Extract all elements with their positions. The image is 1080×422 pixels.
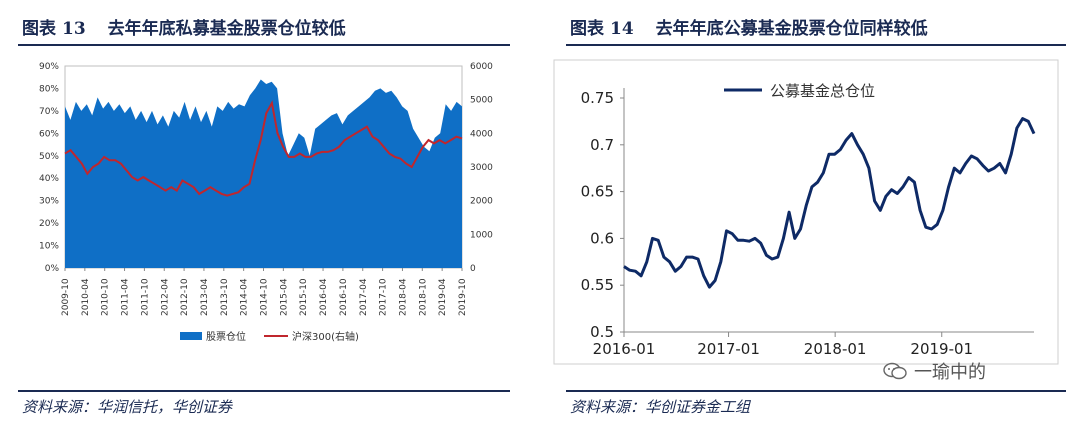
y-tick-left-label: 90% [39, 62, 59, 72]
y-tick-left-label: 30% [39, 197, 59, 207]
x-tick-label: 2019-10 [458, 278, 468, 316]
y-tick-label: 0.75 [581, 89, 614, 107]
x-tick-label: 2009-10 [61, 278, 71, 316]
legend-label-stock-position: 股票仓位 [206, 330, 246, 343]
y-tick-label: 0.65 [581, 183, 614, 201]
y-tick-left-label: 70% [39, 107, 59, 117]
x-tick-label: 2019-01 [910, 340, 973, 358]
y-tick-right-label: 5000 [470, 96, 493, 106]
y-tick-right-label: 4000 [470, 129, 493, 139]
wechat-icon [883, 362, 907, 380]
left-source-note: 资料来源：华润信托，华创证券 [22, 398, 233, 416]
y-tick-left-label: 0% [45, 264, 60, 274]
left-source-rule [18, 390, 510, 392]
y-tick-label: 0.6 [590, 229, 614, 247]
right-figure-panel: 图表 14 去年年底公募基金股票仓位同样较低 0.5 0.55 0.6 0.65 0.7 0.… [548, 0, 1080, 422]
watermark: 一瑜中的 [882, 358, 986, 384]
x-tick-label: 2014-10 [260, 278, 270, 316]
x-tick-label: 2015-04 [279, 278, 289, 316]
x-tick-label: 2017-04 [359, 278, 369, 316]
legend-label-csi300: 沪深300(右轴) [292, 330, 359, 343]
x-tick-label: 2015-10 [299, 278, 309, 316]
x-tick-label: 2016-01 [593, 340, 656, 358]
x-tick-label: 2016-04 [319, 278, 329, 316]
y-tick-left-label: 10% [39, 242, 59, 252]
x-tick-label: 2019-04 [438, 278, 448, 316]
chart-frame [553, 59, 1059, 365]
series-line-csi300 [64, 100, 463, 197]
x-tick-label: 2016-10 [339, 278, 349, 316]
watermark-text: 一瑜中的 [914, 362, 986, 383]
x-tick-label: 2010-10 [101, 278, 111, 316]
right-chart: 0.5 0.55 0.6 0.65 0.7 0.75 2016-01 2017-01 2018-… [553, 59, 1059, 365]
right-source-note: 资料来源：华创证券金工组 [570, 398, 751, 416]
left-figure-title: 图表 13 去年年底私募基金股票仓位较低 [22, 19, 346, 39]
right-figure-title: 图表 14 去年年底公募基金股票仓位同样较低 [570, 19, 928, 39]
y-tick-label: 0.55 [581, 276, 614, 294]
x-tick-label: 2011-10 [140, 278, 150, 316]
right-source-rule [566, 390, 1066, 392]
x-tick-label: 2013-10 [220, 278, 230, 316]
left-chart: 0% 10% 20% 30% 40% 50% 60% 70% 80% 90% 0 1000 2000 30… [39, 62, 493, 343]
x-tick-label: 2018-10 [418, 278, 428, 316]
y-tick-right-label: 3000 [470, 163, 493, 173]
x-tick-label: 2012-10 [180, 278, 190, 316]
y-tick-left-label: 40% [39, 174, 59, 184]
right-title-rule [566, 44, 1066, 46]
y-tick-left-label: 60% [39, 129, 59, 139]
y-tick-left-label: 20% [39, 219, 59, 229]
series-area-stock-position [65, 79, 462, 268]
left-figure-panel: 图表 13 去年年底私募基金股票仓位较低 0% 10% 20% 30% 40% 50% 60% 7… [0, 0, 520, 422]
x-tick-label: 2012-04 [160, 278, 170, 316]
y-tick-label: 0.5 [590, 323, 614, 341]
y-tick-right-label: 6000 [470, 62, 493, 72]
y-tick-right-label: 1000 [470, 230, 493, 240]
legend-label-mutual-fund: 公募基金总仓位 [770, 82, 875, 100]
x-tick-label: 2011-04 [121, 278, 131, 316]
y-tick-right-label: 2000 [470, 197, 493, 207]
x-tick-label: 2014-04 [240, 278, 250, 316]
y-tick-label: 0.7 [590, 136, 614, 154]
y-tick-right-label: 0 [470, 264, 476, 274]
series-line-mutual-fund-position [623, 117, 1036, 289]
y-tick-left-label: 80% [39, 84, 59, 94]
x-tick-label: 2013-04 [200, 278, 210, 316]
x-tick-label: 2018-04 [398, 278, 408, 316]
x-tick-label: 2018-01 [804, 340, 867, 358]
x-tick-label: 2017-01 [697, 340, 760, 358]
y-tick-left-label: 50% [39, 152, 59, 162]
x-tick-label: 2017-10 [379, 278, 389, 316]
legend-swatch-stock-position [180, 332, 202, 340]
x-tick-label: 2010-04 [81, 278, 91, 316]
left-title-rule [18, 44, 510, 46]
